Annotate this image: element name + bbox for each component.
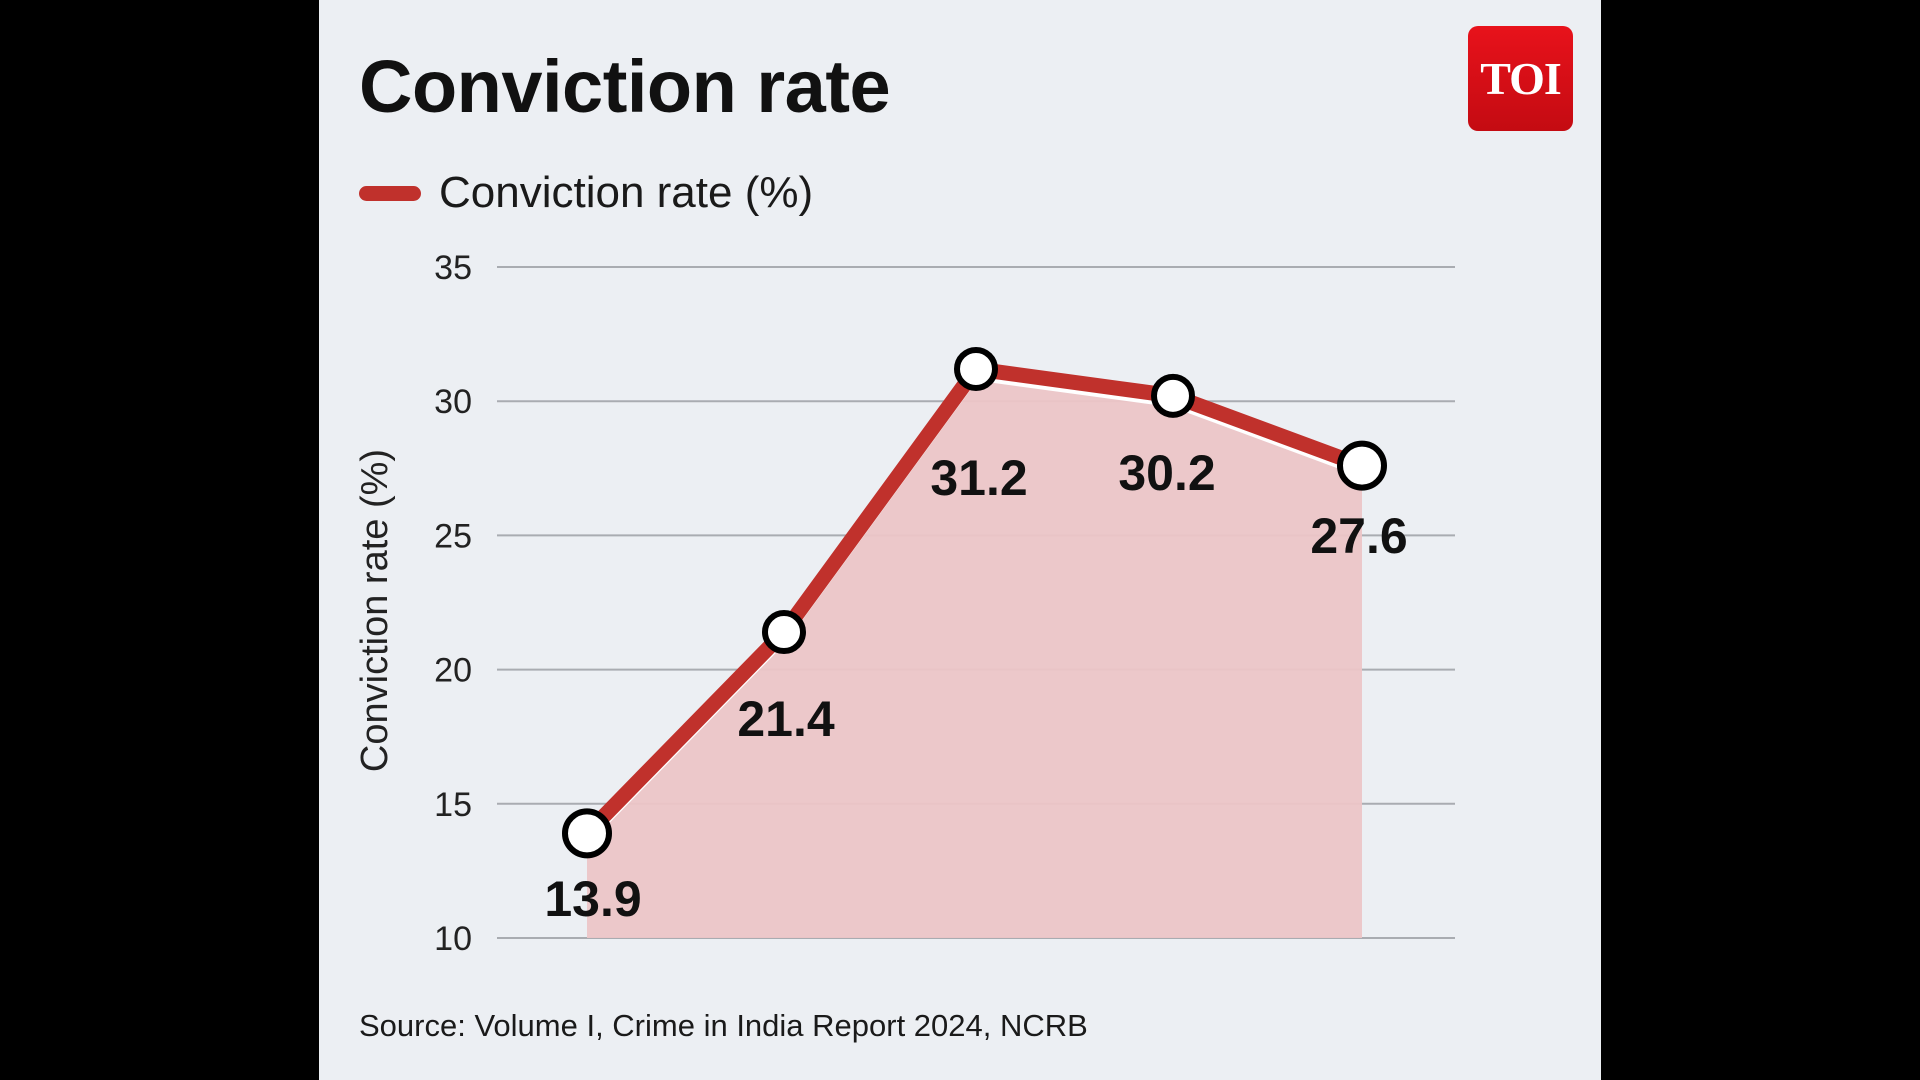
- series-area: [587, 368, 1362, 938]
- legend-label: Conviction rate (%): [439, 168, 814, 217]
- data-point: [762, 610, 806, 655]
- data-label: 31.2: [930, 450, 1027, 506]
- y-axis-label: Conviction rate (%): [354, 449, 396, 772]
- legend-swatch: [359, 185, 421, 201]
- y-tick-label: 10: [434, 920, 472, 958]
- data-point: [1337, 440, 1387, 491]
- data-point: [562, 808, 612, 859]
- y-tick-label: 30: [434, 383, 472, 421]
- y-tick-label: 35: [434, 249, 472, 287]
- source-note: Source: Volume I, Crime in India Report …: [359, 1008, 1088, 1043]
- chart-title: Conviction rate: [359, 45, 891, 128]
- data-label: 30.2: [1118, 445, 1215, 501]
- y-tick-label: 15: [434, 786, 472, 824]
- data-label: 21.4: [737, 691, 835, 747]
- data-point: [1151, 373, 1195, 418]
- legend: Conviction rate (%): [359, 168, 813, 218]
- line-chart: 10 15 20 25 30 35 Conviction rate (%) 13.9 21.4 3…: [354, 249, 1455, 958]
- y-tick-label: 20: [434, 652, 472, 690]
- data-label: 27.6: [1310, 508, 1407, 564]
- data-label: 13.9: [544, 871, 641, 927]
- chart-card: Conviction rate TOI Conviction rate (%) …: [319, 0, 1601, 1080]
- y-tick-label: 25: [434, 517, 472, 555]
- toi-logo: TOI: [1468, 26, 1573, 131]
- data-point: [954, 346, 998, 391]
